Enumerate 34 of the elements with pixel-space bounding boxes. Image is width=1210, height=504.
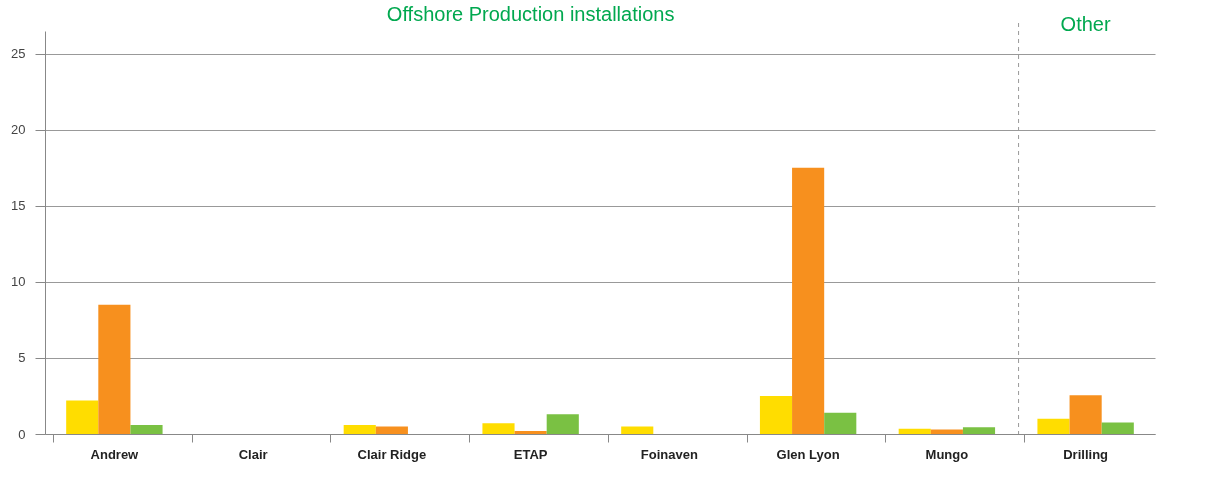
bar	[546, 414, 579, 434]
bar	[1101, 422, 1134, 434]
x-tick-label: Andrew	[90, 446, 140, 462]
bar	[343, 424, 376, 434]
y-tick-label: 15	[11, 198, 26, 214]
bar	[1069, 395, 1102, 434]
bar	[66, 400, 99, 434]
y-tick-label: 5	[18, 350, 26, 366]
bar	[375, 426, 408, 434]
bar	[130, 424, 163, 434]
bar	[514, 430, 547, 434]
x-tick-label: Glen Lyon	[776, 446, 840, 462]
bar	[930, 429, 963, 434]
x-tick-label: Foinaven	[640, 446, 698, 462]
y-tick-label: 0	[18, 426, 26, 442]
text: Offshore Production installations	[386, 3, 675, 25]
x-tick-label: Drilling	[1063, 446, 1109, 462]
x-tick-label: Mungo	[925, 446, 969, 462]
bar	[621, 426, 654, 434]
bar	[962, 427, 996, 434]
bar	[898, 428, 931, 434]
bar	[792, 167, 825, 434]
y-tick-label: 25	[11, 46, 26, 62]
y-tick-label: 10	[11, 274, 26, 290]
annotation: Other	[1060, 13, 1111, 35]
bar	[1037, 418, 1070, 434]
y-tick-label: 20	[11, 122, 26, 138]
x-tick-label: ETAP	[513, 446, 548, 462]
bar	[824, 412, 857, 434]
bar	[98, 304, 131, 434]
x-tick-label: Clair Ridge	[357, 446, 427, 462]
bar	[482, 423, 515, 434]
x-tick-label: Clair	[238, 446, 268, 462]
bar	[759, 395, 793, 434]
